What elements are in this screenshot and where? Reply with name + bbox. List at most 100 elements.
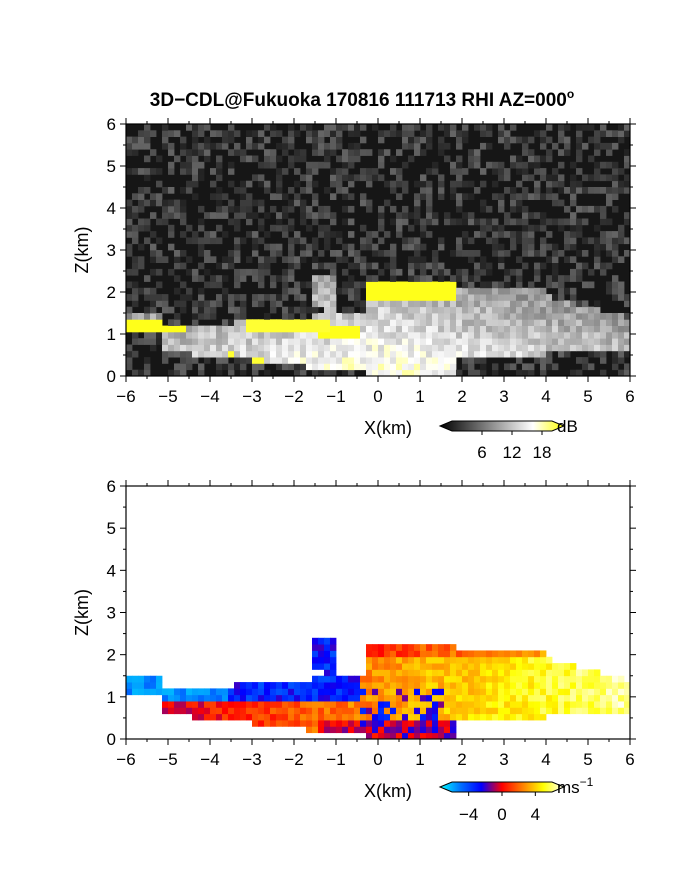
data-cell	[480, 344, 487, 352]
data-cell	[384, 688, 391, 696]
data-cell	[486, 237, 493, 245]
data-cell	[504, 168, 511, 175]
data-cell	[414, 350, 421, 358]
data-cell	[558, 124, 565, 131]
data-cell	[258, 174, 265, 182]
data-cell	[450, 193, 457, 200]
data-cell	[354, 287, 361, 295]
data-cell	[342, 688, 349, 696]
data-cell	[216, 294, 223, 301]
data-cell	[534, 306, 541, 314]
data-cell	[216, 168, 223, 175]
data-cell	[438, 174, 445, 182]
data-cell	[204, 338, 211, 345]
data-cell	[270, 193, 277, 200]
data-cell	[366, 168, 373, 175]
data-cell	[534, 325, 541, 333]
data-cell	[402, 369, 409, 377]
data-cell	[474, 338, 481, 345]
data-cell	[456, 331, 463, 339]
data-cell	[540, 142, 547, 150]
data-cell	[180, 331, 187, 339]
data-cell	[396, 663, 403, 670]
data-cell	[246, 694, 253, 702]
data-cell	[492, 694, 499, 702]
data-cell	[504, 142, 511, 150]
data-cell	[498, 682, 505, 689]
data-cell	[162, 331, 169, 339]
data-cell	[546, 180, 553, 188]
data-cell	[198, 694, 205, 702]
data-cell	[264, 124, 271, 131]
data-cell	[198, 218, 205, 226]
data-cell	[450, 688, 457, 696]
data-cell	[240, 180, 247, 188]
data-cell	[306, 243, 313, 251]
data-cell	[516, 155, 523, 163]
data-cell	[558, 130, 565, 137]
data-cell	[300, 243, 307, 251]
data-cell	[402, 338, 409, 345]
data-cell	[558, 344, 565, 352]
data-cell	[372, 669, 379, 677]
data-cell	[126, 149, 133, 156]
data-cell	[294, 344, 301, 352]
data-cell	[174, 338, 181, 345]
data-cell	[552, 363, 559, 371]
data-cell	[276, 701, 283, 708]
data-cell	[468, 180, 475, 188]
data-cell	[270, 281, 277, 289]
data-cell	[588, 675, 595, 683]
data-cell	[150, 331, 157, 339]
data-cell	[168, 168, 175, 175]
data-cell	[450, 707, 457, 715]
data-cell	[396, 656, 403, 664]
data-cell	[204, 124, 211, 131]
data-cell	[342, 726, 349, 734]
data-cell	[330, 168, 337, 175]
data-cell	[444, 644, 451, 651]
data-cell	[144, 124, 151, 131]
data-cell	[426, 199, 433, 207]
data-cell	[228, 325, 235, 333]
data-cell	[168, 205, 175, 213]
data-cell	[582, 344, 589, 352]
data-cell	[546, 313, 553, 320]
data-cell	[438, 300, 445, 308]
data-cell	[582, 707, 589, 715]
data-cell	[288, 319, 295, 326]
data-cell	[282, 313, 289, 320]
data-cell	[480, 300, 487, 308]
data-cell	[300, 369, 307, 377]
data-cell	[312, 256, 319, 263]
data-cell	[462, 287, 469, 295]
data-cell	[210, 338, 217, 345]
data-cell	[468, 707, 475, 715]
x-tick-label: −3	[242, 387, 261, 406]
data-cell	[336, 701, 343, 708]
data-cell	[612, 281, 619, 289]
data-cell	[198, 250, 205, 257]
data-cell	[594, 319, 601, 326]
data-cell	[198, 688, 205, 696]
data-cell	[276, 275, 283, 282]
data-cell	[240, 331, 247, 339]
data-cell	[204, 281, 211, 289]
data-cell	[342, 694, 349, 702]
data-cell	[216, 331, 223, 339]
data-cell	[204, 350, 211, 358]
data-cell	[252, 142, 259, 150]
data-cell	[306, 306, 313, 314]
data-cell	[444, 720, 451, 727]
data-cell	[294, 306, 301, 314]
data-cell	[276, 224, 283, 232]
data-cell	[528, 313, 535, 320]
data-cell	[306, 694, 313, 702]
data-cell	[240, 319, 247, 326]
data-cell	[228, 338, 235, 345]
data-cell	[330, 231, 337, 238]
data-cell	[390, 168, 397, 175]
data-cell	[258, 218, 265, 226]
data-cell	[438, 688, 445, 696]
data-cell	[366, 694, 373, 702]
